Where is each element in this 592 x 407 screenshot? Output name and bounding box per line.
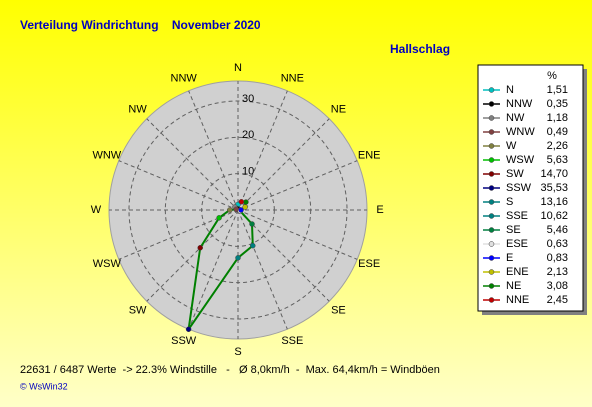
legend-value: 5,46: [547, 224, 568, 236]
legend-value: 0,49: [547, 126, 568, 138]
credit: © WsWin32: [20, 381, 68, 391]
legend-value: 2,13: [547, 266, 568, 278]
r-tick-label: 20: [242, 129, 254, 141]
legend-label: SSE: [506, 210, 528, 222]
spoke: [188, 90, 239, 211]
legend-value: 0,63: [547, 238, 568, 250]
legend-swatch: [488, 129, 495, 135]
legend-label: ESE: [506, 238, 528, 250]
legend-value: 5,63: [547, 154, 568, 166]
direction-label: NW: [128, 103, 147, 115]
direction-label: SE: [331, 304, 346, 316]
direction-label: NNE: [281, 73, 304, 85]
legend-label: NNW: [506, 98, 533, 110]
legend-label: NW: [506, 112, 525, 124]
direction-label: SW: [129, 304, 147, 316]
point: [243, 199, 249, 205]
legend-swatch: [488, 227, 495, 233]
point: [250, 242, 256, 249]
legend-value: 14,70: [540, 168, 568, 180]
point: [249, 221, 255, 227]
legend-label: NNE: [506, 294, 529, 306]
legend-value: 13,16: [540, 196, 568, 208]
footer: 22631 / 6487 Werte -> 22.3% Windstille -…: [20, 364, 440, 376]
r-tick-label: 10: [242, 166, 254, 178]
legend-label: SE: [506, 224, 521, 236]
legend-title: %: [547, 70, 557, 82]
legend-label: SW: [506, 168, 524, 180]
legend-value: 0,83: [547, 252, 568, 264]
chart-subtitle: Hallschlag: [390, 42, 450, 56]
legend-value: 3,08: [547, 280, 568, 292]
legend-swatch: [488, 115, 495, 121]
legend-label: ENE: [506, 266, 529, 278]
legend-swatch: [488, 199, 495, 205]
spoke: [146, 118, 239, 211]
legend-label: E: [506, 252, 513, 264]
direction-label: SSE: [281, 335, 303, 347]
legend-value: 2,26: [547, 140, 568, 152]
legend-swatch: [488, 157, 495, 163]
grid-line: [128, 100, 348, 320]
legend-swatch: [488, 143, 495, 149]
direction-label: SSW: [171, 335, 197, 347]
spoke: [237, 118, 330, 211]
legend-label: S: [506, 196, 513, 208]
legend-swatch: [488, 297, 495, 303]
legend-value: 35,53: [540, 182, 568, 194]
legend-label: NE: [506, 280, 521, 292]
spoke: [188, 209, 239, 330]
legend-swatch: [488, 185, 495, 191]
legend-label: WNW: [506, 126, 535, 138]
direction-label: ENE: [358, 150, 381, 162]
legend-label: WSW: [506, 154, 535, 166]
chart-title: Verteilung Windrichtung November 2020: [20, 18, 261, 32]
legend-swatch: [488, 241, 495, 247]
legend-value: 10,62: [540, 210, 568, 222]
legend-swatch: [488, 255, 495, 261]
point: [216, 215, 222, 221]
legend-swatch: [488, 283, 495, 289]
legend-swatch: [488, 269, 495, 275]
spoke: [118, 160, 239, 211]
point: [238, 207, 244, 213]
r-tick-label: 30: [242, 93, 254, 105]
point: [235, 255, 241, 261]
direction-label: E: [376, 204, 383, 216]
spoke: [237, 160, 358, 211]
direction-label: N: [234, 62, 242, 74]
legend-value: 2,45: [547, 294, 568, 306]
spoke: [146, 209, 239, 302]
legend-swatch: [488, 101, 495, 107]
legend-swatch: [488, 213, 495, 219]
legend-value: 1,51: [547, 84, 568, 96]
legend-label: W: [506, 140, 517, 152]
direction-label: W: [91, 204, 102, 216]
legend-value: 1,18: [547, 112, 568, 124]
point: [227, 207, 233, 213]
legend-label: SSW: [506, 182, 532, 194]
point: [238, 199, 245, 205]
direction-label: WNW: [92, 150, 121, 162]
direction-label: NE: [331, 103, 346, 115]
point: [197, 245, 203, 251]
direction-label: S: [234, 346, 241, 358]
direction-label: WSW: [93, 258, 122, 270]
legend-swatch: [488, 87, 495, 93]
legend-label: N: [506, 84, 514, 96]
point: [185, 326, 192, 333]
direction-label: NNW: [171, 73, 198, 85]
point: [242, 204, 248, 210]
spoke: [237, 90, 288, 211]
direction-label: ESE: [358, 258, 380, 270]
legend-swatch: [488, 171, 495, 177]
legend-value: 0,35: [547, 98, 568, 110]
spoke: [237, 209, 288, 330]
spoke: [237, 209, 358, 260]
